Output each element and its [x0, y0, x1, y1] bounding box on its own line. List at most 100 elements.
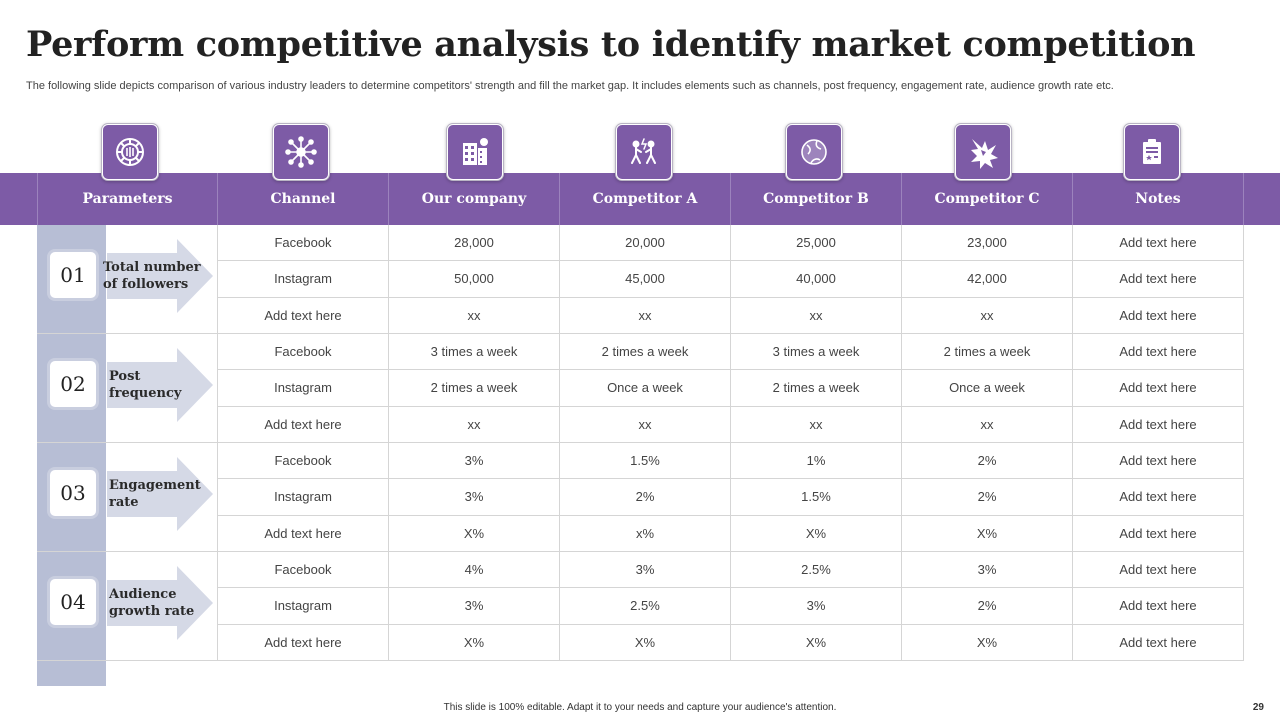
clipboard-icon — [1123, 123, 1181, 181]
parameter-arrow — [107, 348, 213, 422]
cell-our-company: 4% — [389, 552, 560, 589]
cell-competitor-a: 2 times a week — [560, 334, 731, 371]
cell-competitor-b: 3 times a week — [731, 334, 902, 371]
header-competitor-a: Competitor A — [560, 173, 731, 225]
cell-channel: Facebook — [218, 552, 389, 589]
cell-channel: Add text here — [218, 297, 389, 334]
parameter-arrow — [107, 457, 213, 531]
parameter-block — [37, 443, 218, 552]
cell-our-company: X% — [389, 515, 560, 552]
cell-channel: Add text here — [218, 624, 389, 661]
competition-icon — [615, 123, 673, 181]
cell-competitor-a: Once a week — [560, 370, 731, 407]
header-parameters: Parameters — [37, 173, 218, 225]
cell-channel: Instagram — [218, 370, 389, 407]
cell-competitor-c: xx — [902, 297, 1073, 334]
cell-competitor-b: 2.5% — [731, 552, 902, 589]
cell-notes: Add text here — [1073, 624, 1244, 661]
cell-competitor-a: X% — [560, 624, 731, 661]
parameter-number: 01 — [47, 249, 99, 301]
header-channel: Channel — [218, 173, 389, 225]
cell-notes: Add text here — [1073, 515, 1244, 552]
cell-competitor-c: Once a week — [902, 370, 1073, 407]
cell-competitor-b: xx — [731, 297, 902, 334]
parameter-label-line: Post — [109, 369, 141, 384]
cell-channel: Instagram — [218, 261, 389, 298]
footer-note: This slide is 100% editable. Adapt it to… — [443, 702, 837, 713]
header-notes: Notes — [1073, 173, 1244, 225]
parameter-block — [37, 552, 218, 661]
header-band — [0, 173, 1280, 225]
cell-channel: Instagram — [218, 479, 389, 516]
parameter-number: 04 — [47, 576, 99, 628]
page-number: 29 — [1252, 702, 1264, 713]
parameter-number: 03 — [47, 467, 99, 519]
header-competitor-b: Competitor B — [731, 173, 902, 225]
star-burst-icon — [954, 123, 1012, 181]
cell-competitor-c: 23,000 — [902, 225, 1073, 262]
globe-icon — [785, 123, 843, 181]
cell-channel: Add text here — [218, 515, 389, 552]
cell-our-company: 28,000 — [389, 225, 560, 262]
parameter-label: Engagement rate — [109, 477, 201, 511]
cell-our-company: X% — [389, 624, 560, 661]
cell-competitor-c: 3% — [902, 552, 1073, 589]
cell-notes: Add text here — [1073, 479, 1244, 516]
parameter-label-line: Total number — [103, 260, 201, 275]
cell-notes: Add text here — [1073, 261, 1244, 298]
cell-competitor-a: xx — [560, 406, 731, 443]
cell-competitor-a: x% — [560, 515, 731, 552]
cell-our-company: 3% — [389, 588, 560, 625]
gear-network-icon — [101, 123, 159, 181]
cell-competitor-c: 2% — [902, 443, 1073, 480]
parameter-label: Post frequency — [109, 368, 181, 402]
cell-our-company: xx — [389, 406, 560, 443]
parameter-label: Audience growth rate — [109, 586, 194, 620]
cell-notes: Add text here — [1073, 552, 1244, 589]
cell-notes: Add text here — [1073, 297, 1244, 334]
cell-competitor-c: xx — [902, 406, 1073, 443]
parameter-arrow — [107, 566, 213, 640]
cell-competitor-b: 3% — [731, 588, 902, 625]
parameter-arrow — [107, 239, 213, 313]
cell-notes: Add text here — [1073, 334, 1244, 371]
cell-competitor-b: 1.5% — [731, 479, 902, 516]
parameter-block — [37, 225, 218, 334]
cell-competitor-a: 2% — [560, 479, 731, 516]
page-subtitle: The following slide depicts comparison o… — [26, 80, 1114, 92]
cell-channel: Instagram — [218, 588, 389, 625]
cell-our-company: 50,000 — [389, 261, 560, 298]
cell-notes: Add text here — [1073, 225, 1244, 262]
cell-competitor-c: 2 times a week — [902, 334, 1073, 371]
cell-competitor-a: xx — [560, 297, 731, 334]
cell-competitor-b: xx — [731, 406, 902, 443]
cell-competitor-c: X% — [902, 624, 1073, 661]
parameter-label-line: frequency — [109, 386, 182, 401]
cell-competitor-c: 2% — [902, 588, 1073, 625]
cell-channel: Facebook — [218, 443, 389, 480]
network-icon — [272, 123, 330, 181]
cell-competitor-b: 40,000 — [731, 261, 902, 298]
cell-channel: Add text here — [218, 406, 389, 443]
cell-competitor-a: 3% — [560, 552, 731, 589]
cell-competitor-a: 20,000 — [560, 225, 731, 262]
building-icon — [446, 123, 504, 181]
cell-competitor-a: 45,000 — [560, 261, 731, 298]
page-title: Perform competitive analysis to identify… — [26, 24, 1196, 65]
cell-competitor-a: 1.5% — [560, 443, 731, 480]
cell-channel: Facebook — [218, 225, 389, 262]
header-our-company: Our company — [389, 173, 560, 225]
parameter-label: Total number of followers — [103, 259, 201, 293]
parameter-label-line: rate — [109, 495, 139, 510]
cell-our-company: xx — [389, 297, 560, 334]
cell-competitor-b: 1% — [731, 443, 902, 480]
cell-competitor-b: 25,000 — [731, 225, 902, 262]
parameter-label-line: growth rate — [109, 604, 195, 619]
cell-competitor-c: 42,000 — [902, 261, 1073, 298]
cell-competitor-b: 2 times a week — [731, 370, 902, 407]
cell-channel: Facebook — [218, 334, 389, 371]
parameter-label-line: Audience — [109, 587, 177, 602]
cell-our-company: 3% — [389, 479, 560, 516]
parameter-label-line: Engagement — [109, 478, 201, 493]
parameter-number: 02 — [47, 358, 99, 410]
